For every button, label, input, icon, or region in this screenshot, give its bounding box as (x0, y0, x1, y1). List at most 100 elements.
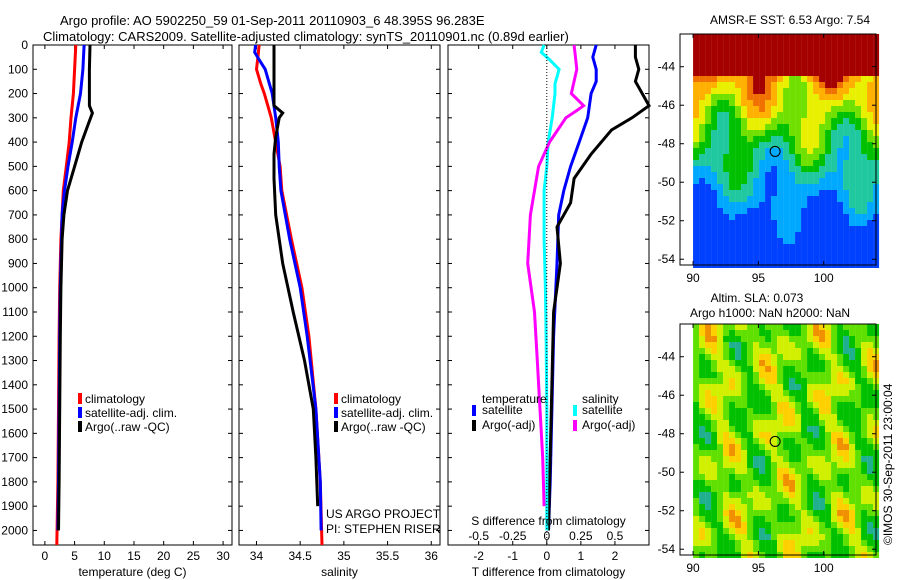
map-cell (711, 166, 718, 172)
map-cell (693, 432, 700, 438)
series-line-s-argo-adj- (526, 44, 586, 507)
map-cell (747, 468, 754, 474)
map-cell (771, 70, 778, 76)
map-cell (795, 154, 802, 160)
map-cell (813, 342, 820, 348)
map-cell (693, 34, 700, 40)
map-cell (831, 510, 838, 516)
map-cell (861, 534, 868, 540)
map-cell (861, 330, 868, 336)
map-cell (711, 82, 718, 88)
map-cell (717, 540, 724, 546)
map-cell (801, 112, 808, 118)
map-cell (849, 348, 856, 354)
map-cell (855, 232, 862, 238)
map-cell (699, 468, 706, 474)
map-cell (843, 76, 850, 82)
map-cell (693, 510, 700, 516)
map-cell (837, 426, 844, 432)
map-cell (723, 256, 730, 262)
map-cell (843, 196, 850, 202)
map-cell (813, 492, 820, 498)
map-cell (855, 402, 862, 408)
map-cell (849, 354, 856, 360)
map-cell (831, 390, 838, 396)
map-cell (819, 336, 826, 342)
map-cell (867, 354, 874, 360)
map-cell (735, 390, 742, 396)
map-cell (783, 244, 790, 250)
map-cell (765, 244, 772, 250)
map-cell (735, 378, 742, 384)
map-cell (747, 238, 754, 244)
map-cell (765, 426, 772, 432)
map-cell (717, 354, 724, 360)
map-cell (747, 534, 754, 540)
map-cell (837, 402, 844, 408)
map-cell (753, 34, 760, 40)
map-cell (753, 498, 760, 504)
map-cell (831, 172, 838, 178)
map-cell (831, 238, 838, 244)
map-cell (747, 64, 754, 70)
map-cell (837, 106, 844, 112)
map-cell (825, 528, 832, 534)
map-cell (693, 474, 700, 480)
map-cell (723, 348, 730, 354)
map-cell (771, 232, 778, 238)
map-cell (759, 336, 766, 342)
map-cell (699, 354, 706, 360)
map-cell (837, 196, 844, 202)
map-cell (837, 474, 844, 480)
map-cell (801, 468, 808, 474)
legend-label: Argo(..raw -QC) (85, 420, 170, 434)
map-cell (837, 444, 844, 450)
map-cell (723, 46, 730, 52)
map-cell (807, 64, 814, 70)
map-cell (717, 76, 724, 82)
map-cell (789, 136, 796, 142)
map-cell (789, 220, 796, 226)
map-cell (861, 354, 868, 360)
map-cell (861, 360, 868, 366)
map-cell (723, 390, 730, 396)
map-cell (855, 238, 862, 244)
map-cell (735, 402, 742, 408)
map-cell (735, 348, 742, 354)
map-cell (855, 124, 862, 130)
map-cell (777, 414, 784, 420)
map-cell (813, 124, 820, 130)
map-cell (825, 226, 832, 232)
map-cell (849, 504, 856, 510)
map-cell (723, 462, 730, 468)
map-cell (789, 226, 796, 232)
map-cell (735, 498, 742, 504)
map-cell (729, 46, 736, 52)
map-cell (801, 516, 808, 522)
map-cell (753, 504, 760, 510)
map-cell (861, 492, 868, 498)
map-cell (813, 118, 820, 124)
map-cell (747, 70, 754, 76)
map-cell (741, 474, 748, 480)
map-cell (831, 34, 838, 40)
map-cell (843, 160, 850, 166)
map-cell (705, 360, 712, 366)
map-cell (723, 226, 730, 232)
map-cell (753, 40, 760, 46)
map-cell (807, 34, 814, 40)
map-cell (723, 250, 730, 256)
map-cell (729, 330, 736, 336)
map-cell (723, 378, 730, 384)
map-cell (789, 438, 796, 444)
map-cell (777, 420, 784, 426)
y-tick-label: 1800 (1, 475, 28, 489)
map-cell (855, 354, 862, 360)
map-cell (753, 88, 760, 94)
map-cell (723, 172, 730, 178)
map-cell (693, 414, 700, 420)
pi-annotation: PI: STEPHEN RISER (326, 522, 441, 536)
map-cell (849, 390, 856, 396)
map-cell (831, 396, 838, 402)
map-cell (717, 366, 724, 372)
